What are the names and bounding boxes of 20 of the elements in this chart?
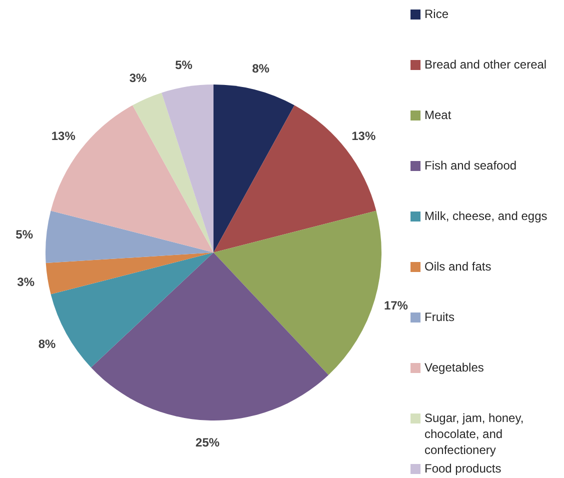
legend-label: Bread and other cereal <box>424 58 547 72</box>
legend-label: Rice <box>424 7 449 21</box>
data-label: 17% <box>384 298 408 313</box>
data-label: 5% <box>175 58 193 72</box>
data-label: 8% <box>38 337 56 352</box>
legend-label: Vegetables <box>424 360 484 374</box>
legend-label: Fish and seafood <box>424 158 517 172</box>
legend-label: Meat <box>424 108 452 122</box>
data-label: 5% <box>16 228 34 242</box>
data-label: 3% <box>17 275 35 290</box>
legend-label: Milk, cheese, and eggs <box>424 209 548 223</box>
data-label: 8% <box>252 61 270 76</box>
data-label: 25% <box>196 435 220 450</box>
data-label: 3% <box>129 71 148 86</box>
data-label: 13% <box>352 129 376 144</box>
legend-label: Sugar, jam, honey, chocolate, and confectionery <box>424 411 524 458</box>
data-label: 13% <box>51 129 76 144</box>
legend-label: Fruits <box>424 310 454 324</box>
legend-label: Food products <box>424 462 502 476</box>
legend-label: Oils and fats <box>424 260 492 274</box>
